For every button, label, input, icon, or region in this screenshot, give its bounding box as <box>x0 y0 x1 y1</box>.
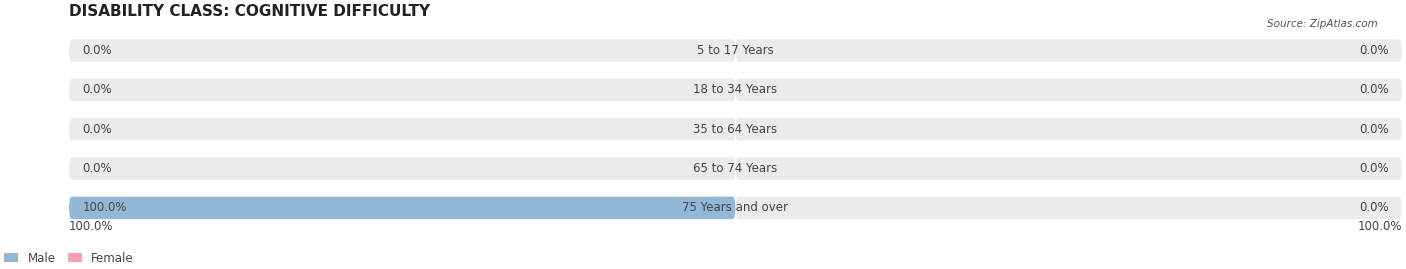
FancyBboxPatch shape <box>69 79 735 101</box>
Text: 5 to 17 Years: 5 to 17 Years <box>697 44 773 57</box>
Text: 0.0%: 0.0% <box>83 83 112 96</box>
FancyBboxPatch shape <box>69 39 735 62</box>
Text: 18 to 34 Years: 18 to 34 Years <box>693 83 778 96</box>
Text: 75 Years and over: 75 Years and over <box>682 201 789 214</box>
Text: 0.0%: 0.0% <box>1358 44 1389 57</box>
Text: 0.0%: 0.0% <box>1358 162 1389 175</box>
FancyBboxPatch shape <box>69 197 735 219</box>
FancyBboxPatch shape <box>735 157 1402 180</box>
Text: 100.0%: 100.0% <box>69 221 114 233</box>
FancyBboxPatch shape <box>735 39 1402 62</box>
FancyBboxPatch shape <box>735 79 1402 101</box>
FancyBboxPatch shape <box>69 197 735 219</box>
Text: DISABILITY CLASS: COGNITIVE DIFFICULTY: DISABILITY CLASS: COGNITIVE DIFFICULTY <box>69 4 430 19</box>
FancyBboxPatch shape <box>735 197 1402 219</box>
Text: 100.0%: 100.0% <box>1357 221 1402 233</box>
FancyBboxPatch shape <box>69 157 735 180</box>
Text: Source: ZipAtlas.com: Source: ZipAtlas.com <box>1267 19 1378 29</box>
FancyBboxPatch shape <box>69 118 735 140</box>
Text: 0.0%: 0.0% <box>83 44 112 57</box>
Text: 0.0%: 0.0% <box>1358 201 1389 214</box>
Text: 0.0%: 0.0% <box>83 123 112 136</box>
Text: 100.0%: 100.0% <box>83 201 127 214</box>
Text: 0.0%: 0.0% <box>83 162 112 175</box>
Legend: Male, Female: Male, Female <box>4 252 134 265</box>
Text: 0.0%: 0.0% <box>1358 83 1389 96</box>
Text: 0.0%: 0.0% <box>1358 123 1389 136</box>
Text: 35 to 64 Years: 35 to 64 Years <box>693 123 778 136</box>
FancyBboxPatch shape <box>735 118 1402 140</box>
Text: 65 to 74 Years: 65 to 74 Years <box>693 162 778 175</box>
